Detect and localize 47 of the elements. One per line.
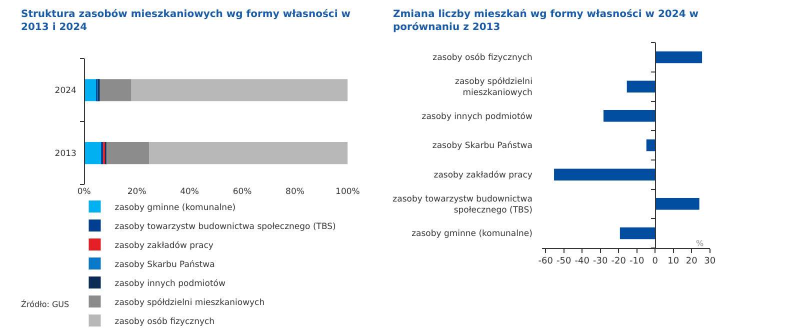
x-tick-label: -30: [593, 256, 608, 267]
legend-label: zasoby Skarbu Państwa: [114, 260, 215, 270]
bar: [655, 51, 702, 64]
x-tick-label: -60: [538, 256, 554, 267]
x-tick-label: -10: [630, 256, 645, 267]
bar: [100, 79, 132, 102]
y-tick-label: zasoby Skarbu Państwa: [432, 141, 532, 152]
y-tick-label: 2024: [54, 86, 76, 96]
bar: [626, 80, 656, 92]
y-tick-label: zasoby innych podmiotów: [422, 112, 532, 122]
legend-label: zasoby gminne (komunalne): [114, 202, 236, 213]
legend-label: zasoby zakładów pracy: [114, 240, 214, 251]
x-tick-label: 80%: [286, 187, 304, 198]
x-tick-label: 100%: [336, 187, 360, 198]
x-tick-label: -50: [556, 256, 572, 267]
x-tick-label: 30: [704, 256, 716, 267]
bar: [131, 79, 348, 102]
x-tick-label: -20: [611, 256, 626, 267]
bar: [149, 142, 348, 164]
legend-label: zasoby osób fizycznych: [114, 316, 215, 327]
y-tick-label: zasoby gminne (komunalne): [412, 229, 532, 240]
x-tick-label: -40: [574, 256, 590, 267]
bar: [655, 198, 700, 210]
y-tick-label: zasoby zakładów pracy: [434, 170, 532, 181]
x-tick-label: 60%: [232, 187, 252, 198]
x-tick-label: 0%: [77, 187, 91, 198]
x-tick-label: 20: [686, 256, 698, 267]
chart-title: Struktura zasobów mieszkaniowych wg formy własności w 2013 i 2024: [21, 8, 351, 33]
text: Źródło: GUS: [21, 299, 70, 309]
x-tick-label: 20%: [127, 187, 146, 198]
y-tick-label: zasoby towarzystw budownictwa społecznego (TBS): [392, 194, 532, 216]
bar: [106, 142, 150, 164]
legend-label: zasoby towarzystw budownictwa społecznego (TBS): [114, 222, 336, 232]
bar: [620, 227, 656, 240]
legend-label: zasoby spółdzielni mieszkaniowych: [114, 298, 265, 308]
bar: [603, 110, 656, 122]
x-tick-label: 40%: [180, 187, 200, 198]
y-tick-label: 2013: [54, 149, 76, 160]
bar: [554, 168, 656, 180]
x-tick-label: 10: [668, 256, 680, 267]
chart-title: Zmiana liczby mieszkań wg formy własności w 2024 w porównaniu z 2013: [393, 8, 699, 33]
bar: [646, 139, 656, 152]
x-tick-label: 0: [652, 256, 658, 267]
legend-label: zasoby innych podmiotów: [114, 278, 226, 289]
annotation: %: [696, 239, 704, 248]
y-tick-label: zasoby osób fizycznych: [432, 53, 532, 64]
y-tick-label: zasoby spółdzielni mieszkaniowych: [455, 77, 532, 98]
